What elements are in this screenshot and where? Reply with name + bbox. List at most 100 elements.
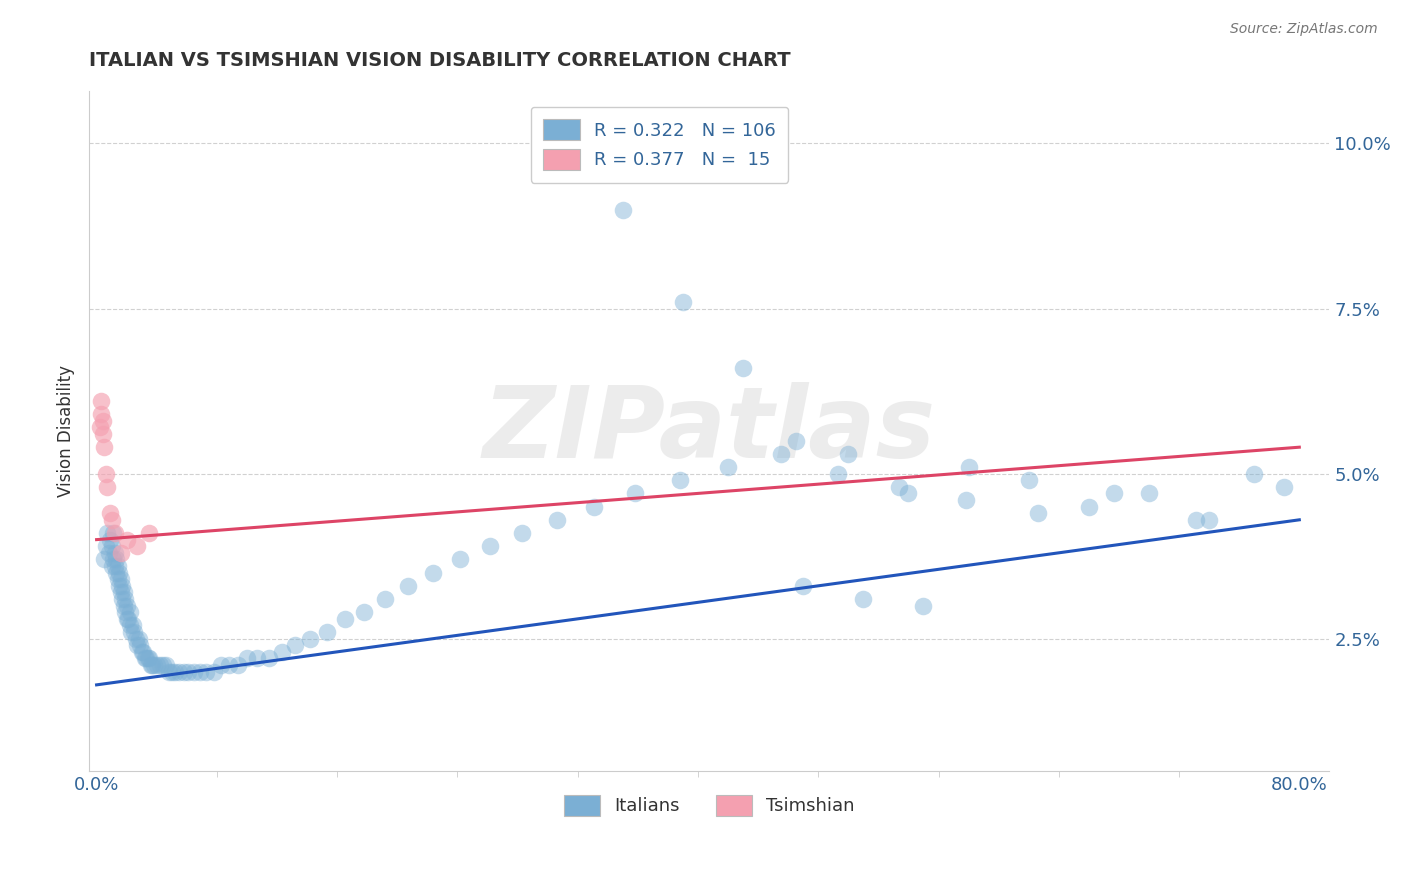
Point bbox=[957, 460, 980, 475]
Point bbox=[107, 572, 129, 586]
Point bbox=[169, 665, 191, 679]
Point bbox=[897, 486, 920, 500]
Point bbox=[374, 592, 396, 607]
Point bbox=[96, 480, 118, 494]
Point bbox=[120, 625, 142, 640]
Point bbox=[236, 651, 259, 665]
Point bbox=[1026, 506, 1049, 520]
Point bbox=[624, 486, 647, 500]
Point bbox=[270, 645, 292, 659]
Point bbox=[132, 645, 155, 659]
Text: ZIPatlas: ZIPatlas bbox=[482, 382, 936, 479]
Point bbox=[717, 460, 740, 475]
Point bbox=[259, 651, 281, 665]
Point bbox=[105, 552, 128, 566]
Point bbox=[138, 651, 160, 665]
Point bbox=[195, 665, 218, 679]
Point bbox=[91, 414, 114, 428]
Point bbox=[731, 361, 754, 376]
Point bbox=[117, 612, 139, 626]
Point bbox=[127, 638, 149, 652]
Point bbox=[98, 506, 121, 520]
Point bbox=[422, 566, 444, 580]
Point bbox=[112, 585, 135, 599]
Point bbox=[104, 526, 127, 541]
Point bbox=[163, 665, 186, 679]
Point bbox=[101, 526, 124, 541]
Point bbox=[1198, 513, 1220, 527]
Point bbox=[129, 638, 152, 652]
Point bbox=[1077, 500, 1099, 514]
Point bbox=[209, 658, 232, 673]
Point bbox=[121, 618, 143, 632]
Point bbox=[353, 605, 375, 619]
Point bbox=[108, 566, 131, 580]
Point bbox=[111, 579, 134, 593]
Point bbox=[852, 592, 875, 607]
Point bbox=[672, 295, 695, 310]
Point bbox=[98, 533, 121, 547]
Point bbox=[91, 427, 114, 442]
Point bbox=[183, 665, 205, 679]
Point bbox=[142, 658, 165, 673]
Legend: Italians, Tsimshian: Italians, Tsimshian bbox=[557, 788, 862, 822]
Point bbox=[669, 473, 692, 487]
Point bbox=[145, 658, 167, 673]
Point bbox=[93, 440, 115, 454]
Point bbox=[546, 513, 568, 527]
Point bbox=[100, 539, 122, 553]
Point bbox=[118, 618, 141, 632]
Point bbox=[157, 665, 180, 679]
Point bbox=[284, 638, 307, 652]
Point bbox=[583, 500, 606, 514]
Point bbox=[122, 625, 145, 640]
Point bbox=[396, 579, 419, 593]
Text: ITALIAN VS TSIMSHIAN VISION DISABILITY CORRELATION CHART: ITALIAN VS TSIMSHIAN VISION DISABILITY C… bbox=[89, 51, 790, 70]
Point bbox=[110, 546, 132, 560]
Point bbox=[105, 566, 128, 580]
Point bbox=[188, 665, 211, 679]
Point bbox=[100, 513, 122, 527]
Point bbox=[90, 394, 112, 409]
Point bbox=[114, 592, 136, 607]
Point bbox=[333, 612, 356, 626]
Point bbox=[1243, 467, 1265, 481]
Text: Source: ZipAtlas.com: Source: ZipAtlas.com bbox=[1230, 22, 1378, 37]
Point bbox=[112, 599, 135, 613]
Point bbox=[299, 632, 322, 646]
Point bbox=[177, 665, 200, 679]
Point bbox=[118, 605, 141, 619]
Point bbox=[1272, 480, 1295, 494]
Point bbox=[218, 658, 240, 673]
Point bbox=[136, 651, 159, 665]
Point bbox=[128, 632, 150, 646]
Point bbox=[149, 658, 172, 673]
Point bbox=[160, 665, 183, 679]
Point bbox=[104, 559, 127, 574]
Point bbox=[101, 552, 124, 566]
Point bbox=[131, 645, 153, 659]
Point bbox=[827, 467, 849, 481]
Point bbox=[110, 585, 132, 599]
Point bbox=[785, 434, 807, 448]
Point bbox=[111, 592, 134, 607]
Point bbox=[1104, 486, 1126, 500]
Point bbox=[449, 552, 471, 566]
Point bbox=[202, 665, 225, 679]
Point bbox=[89, 420, 111, 434]
Point bbox=[479, 539, 502, 553]
Point bbox=[115, 599, 138, 613]
Point bbox=[173, 665, 195, 679]
Point bbox=[1018, 473, 1040, 487]
Point bbox=[115, 533, 138, 547]
Point bbox=[93, 552, 115, 566]
Point bbox=[510, 526, 533, 541]
Point bbox=[100, 559, 122, 574]
Point bbox=[226, 658, 249, 673]
Point bbox=[1137, 486, 1160, 500]
Point bbox=[96, 526, 118, 541]
Point bbox=[114, 605, 136, 619]
Point bbox=[141, 658, 163, 673]
Point bbox=[612, 202, 634, 217]
Point bbox=[138, 526, 160, 541]
